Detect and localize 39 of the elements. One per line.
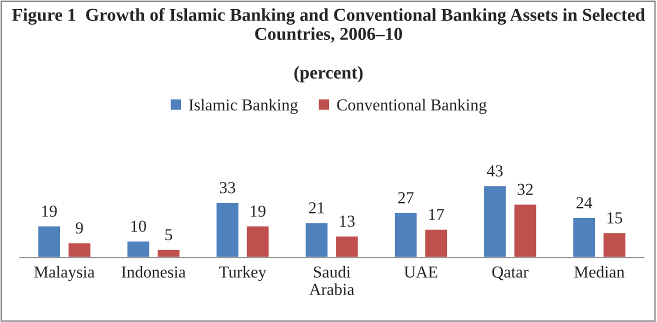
- bar: [602, 232, 627, 258]
- x-tick-label: Indonesia: [122, 266, 186, 278]
- bar: [304, 222, 329, 258]
- bar: [394, 212, 418, 258]
- bar: [156, 248, 181, 258]
- data-label: 21: [309, 202, 324, 214]
- data-label: 27: [398, 192, 414, 204]
- legend-label: Islamic Banking: [189, 98, 298, 114]
- data-label: 43: [486, 165, 503, 177]
- x-tick-label: Qatar: [492, 266, 528, 280]
- bar: [572, 216, 596, 258]
- data-label: 9: [76, 222, 83, 234]
- x-tick-label: Saudi Arabia: [309, 266, 354, 296]
- legend-label: Conventional Banking: [337, 98, 487, 114]
- bar: [482, 184, 508, 258]
- x-tick-label: Turkey: [219, 266, 266, 282]
- data-label: 5: [165, 229, 172, 240]
- bar: [126, 240, 151, 258]
- bar: [215, 202, 240, 258]
- data-label: 19: [42, 206, 57, 217]
- data-label: 24: [576, 197, 592, 208]
- data-label: 33: [220, 182, 236, 194]
- bar: [67, 242, 92, 258]
- bar: [334, 235, 360, 258]
- x-tick-label: UAE: [404, 266, 438, 278]
- data-label: 17: [429, 208, 444, 220]
- bar: [424, 228, 448, 258]
- data-label: 19: [250, 206, 266, 217]
- bar: [245, 225, 270, 258]
- bar: [512, 203, 538, 258]
- data-label: 15: [608, 212, 622, 224]
- x-tick-label: Median: [574, 266, 624, 278]
- data-label: 13: [340, 216, 355, 227]
- chart-subtitle: (percent): [294, 66, 363, 82]
- data-label: 10: [131, 220, 146, 232]
- data-label: 32: [518, 184, 533, 195]
- bar: [36, 225, 62, 258]
- x-tick-label: Malaysia: [34, 266, 95, 282]
- chart-title: Figure 1 Growth of Islamic Banking and Conventional Banking Assets in Selected Countries, 2006–10: [12, 8, 645, 43]
